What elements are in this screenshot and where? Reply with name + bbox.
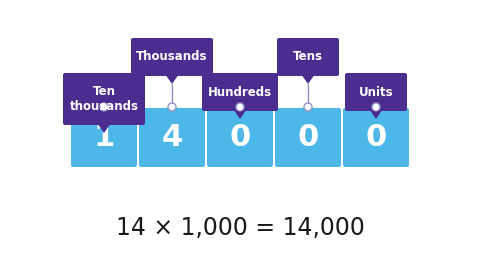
Text: Thousands: Thousands <box>136 50 208 63</box>
Text: Hundreds: Hundreds <box>208 86 272 99</box>
Polygon shape <box>233 109 247 119</box>
Polygon shape <box>165 74 179 84</box>
Circle shape <box>168 103 176 111</box>
FancyBboxPatch shape <box>343 108 409 167</box>
Circle shape <box>372 103 380 111</box>
Polygon shape <box>369 109 383 119</box>
Text: 4: 4 <box>161 123 182 152</box>
FancyBboxPatch shape <box>277 38 339 76</box>
FancyBboxPatch shape <box>275 108 341 167</box>
FancyBboxPatch shape <box>202 73 278 111</box>
Text: 0: 0 <box>365 123 386 152</box>
FancyBboxPatch shape <box>131 38 213 76</box>
FancyBboxPatch shape <box>345 73 407 111</box>
Text: Units: Units <box>359 86 393 99</box>
Text: 14 × 1,000 = 14,000: 14 × 1,000 = 14,000 <box>116 216 364 240</box>
Text: 0: 0 <box>229 123 251 152</box>
FancyBboxPatch shape <box>63 73 145 125</box>
Circle shape <box>304 103 312 111</box>
Polygon shape <box>301 74 315 84</box>
Text: Ten
thousands: Ten thousands <box>70 85 139 113</box>
Text: 1: 1 <box>94 123 115 152</box>
FancyBboxPatch shape <box>207 108 273 167</box>
Circle shape <box>100 103 108 111</box>
Polygon shape <box>97 123 111 133</box>
Text: Tens: Tens <box>293 50 323 63</box>
Text: 0: 0 <box>298 123 319 152</box>
FancyBboxPatch shape <box>139 108 205 167</box>
FancyBboxPatch shape <box>71 108 137 167</box>
Circle shape <box>236 103 244 111</box>
